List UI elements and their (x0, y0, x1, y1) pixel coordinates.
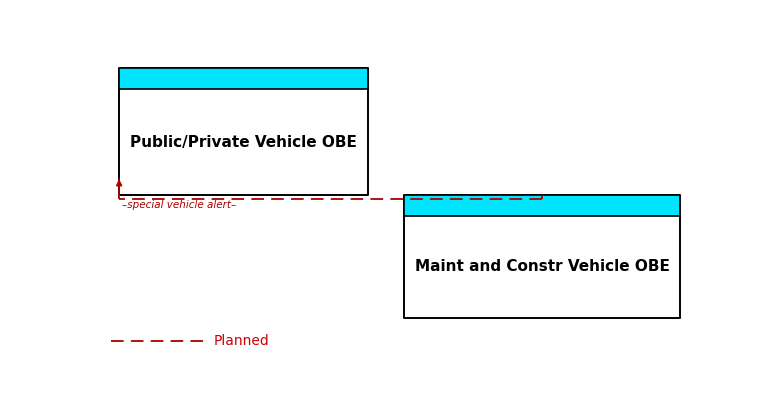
Text: –special vehicle alert–: –special vehicle alert– (122, 200, 236, 210)
Bar (119, 68, 368, 195)
Text: Public/Private Vehicle OBE: Public/Private Vehicle OBE (130, 135, 357, 150)
Bar (404, 195, 680, 318)
Bar (404, 195, 680, 216)
Bar (119, 68, 368, 89)
Text: Maint and Constr Vehicle OBE: Maint and Constr Vehicle OBE (415, 259, 669, 274)
Text: Planned: Planned (213, 334, 269, 348)
